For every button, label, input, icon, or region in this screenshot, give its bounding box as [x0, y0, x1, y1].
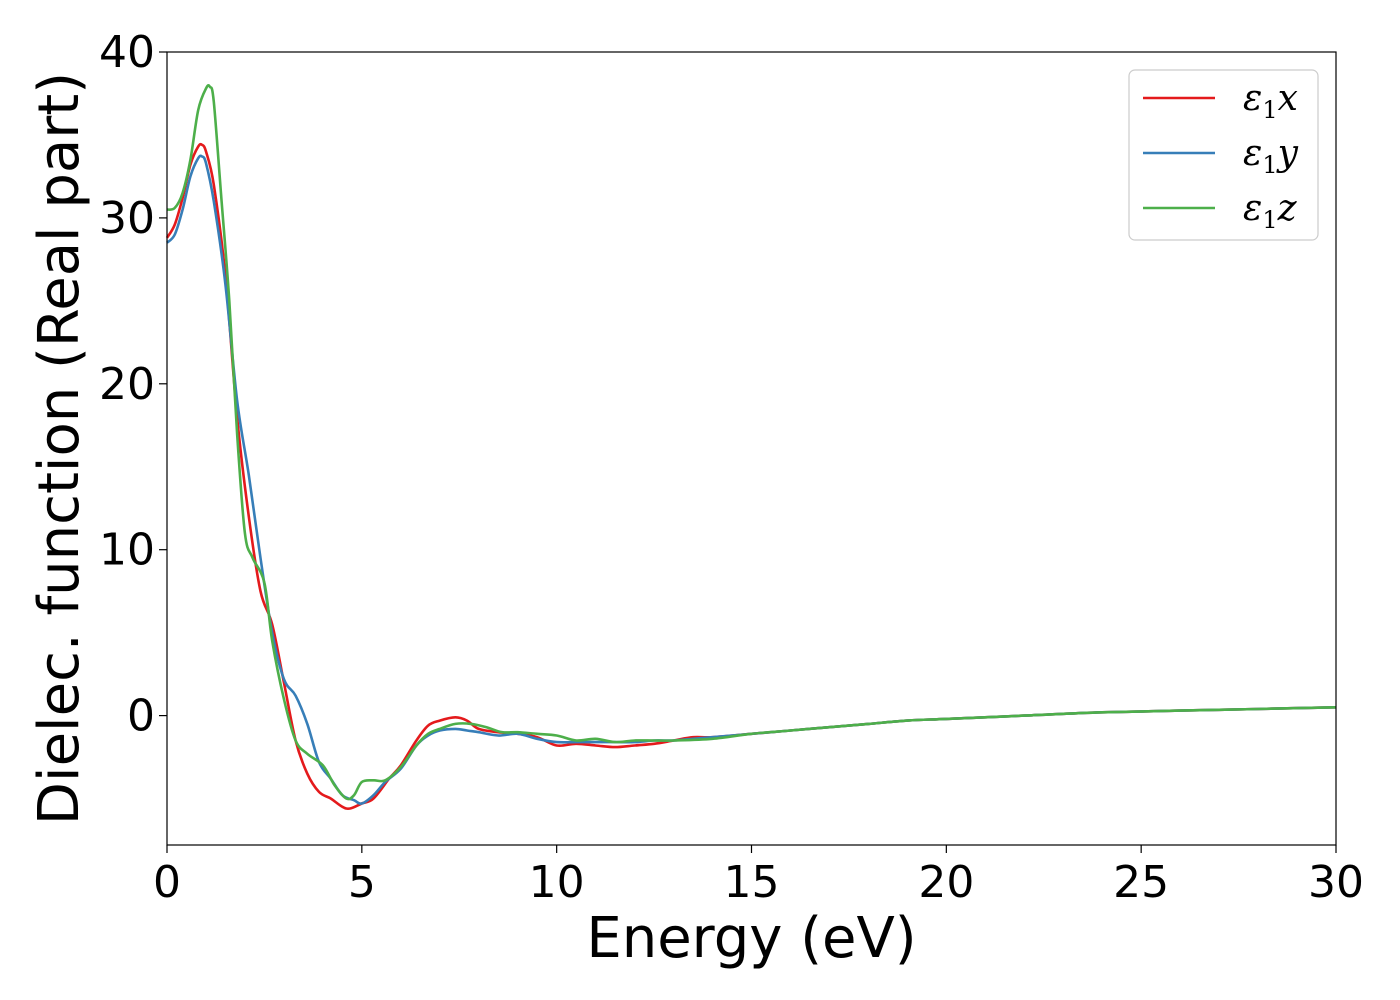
- y-axis-label: Dielec. function (Real part): [27, 72, 92, 825]
- x-tick-label: 5: [348, 857, 376, 908]
- x-tick-label: 0: [153, 857, 181, 908]
- legend: ε1x ε1y ε1z: [1128, 69, 1319, 241]
- x-tick-label: 15: [724, 857, 780, 908]
- x-axis-label: Energy (eV): [586, 906, 916, 971]
- ticks-layer: 0 5 10 15 20 25 30 0 10 20 30 40: [99, 27, 1364, 908]
- y-tick-label: 10: [99, 525, 155, 576]
- legend-box: [1128, 69, 1319, 241]
- y-tick-label: 0: [127, 691, 155, 742]
- x-tick-label: 10: [529, 857, 585, 908]
- x-tick-label: 30: [1308, 857, 1364, 908]
- series-line-z: [166, 84, 1337, 801]
- legend-label-y: ε1y: [1243, 133, 1299, 179]
- series-layer: [165, 84, 1337, 811]
- legend-label-x: ε1x: [1243, 78, 1298, 124]
- x-tick-label: 20: [918, 857, 974, 908]
- y-tick-label: 20: [99, 359, 155, 410]
- y-tick-label: 30: [99, 193, 155, 244]
- x-tick-label: 25: [1113, 857, 1169, 908]
- legend-label-z: ε1z: [1243, 188, 1298, 234]
- y-tick-label: 40: [99, 27, 155, 78]
